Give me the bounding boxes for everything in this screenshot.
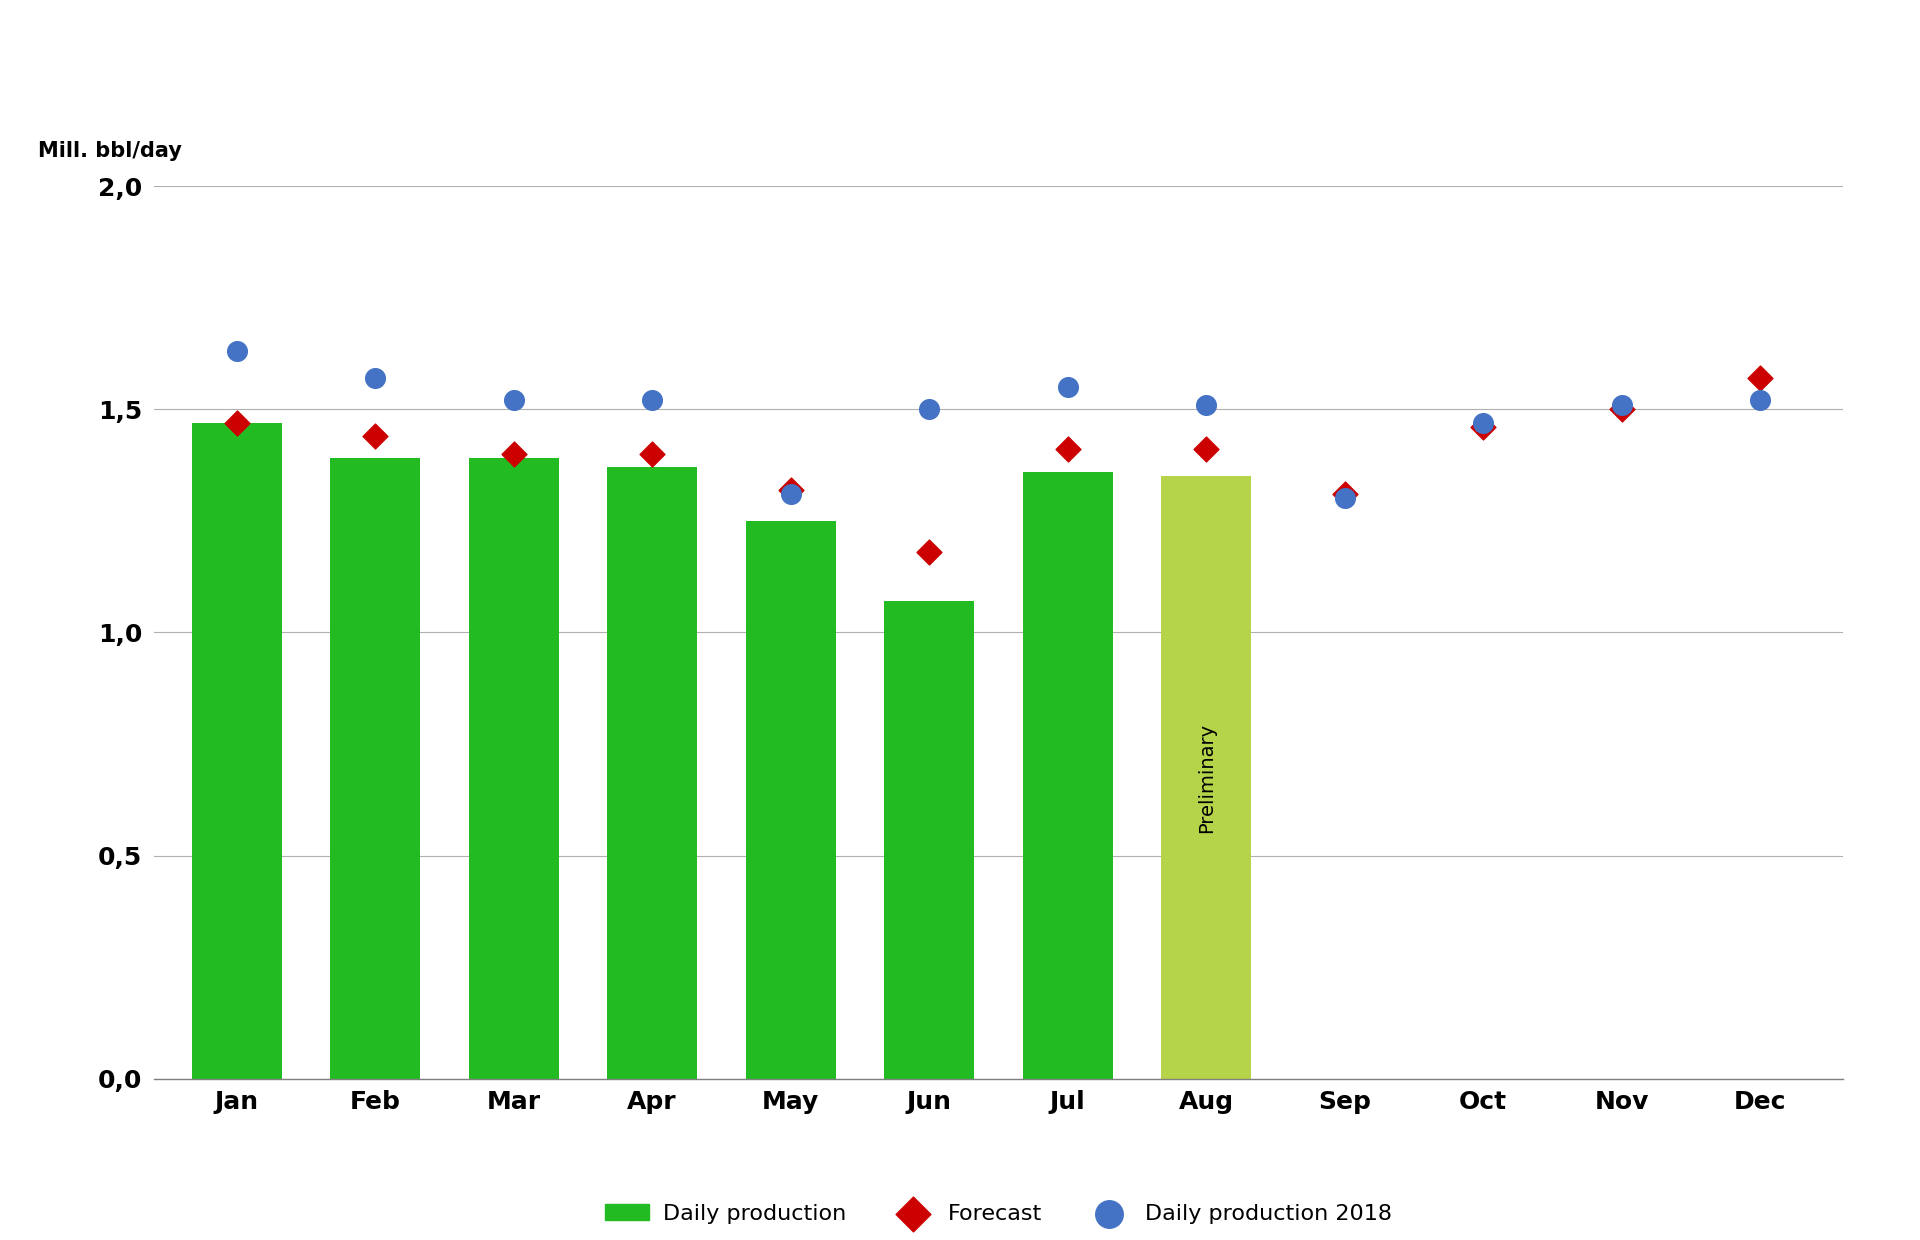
Point [1467, 413, 1498, 433]
Point [914, 399, 945, 419]
Point [359, 368, 390, 388]
Point [221, 413, 252, 433]
Point [1190, 394, 1221, 414]
Point [1052, 439, 1083, 459]
Point [1745, 391, 1776, 410]
Point [1329, 484, 1359, 503]
Point [1745, 368, 1776, 388]
Point [776, 484, 806, 503]
Bar [607, 467, 697, 1079]
Point [637, 444, 668, 464]
Text: Preliminary: Preliminary [1196, 723, 1215, 832]
Point [914, 542, 945, 562]
Point [499, 444, 530, 464]
Point [1190, 439, 1221, 459]
Point [499, 391, 530, 410]
Point [359, 427, 390, 446]
Bar [468, 459, 559, 1079]
Bar [883, 601, 973, 1079]
Bar [330, 459, 420, 1079]
Point [637, 391, 668, 410]
Point [776, 480, 806, 500]
Bar [1023, 471, 1114, 1079]
Bar [192, 423, 282, 1079]
Bar [1162, 476, 1252, 1079]
Point [1052, 377, 1083, 397]
Bar [745, 521, 835, 1079]
Point [1607, 394, 1638, 414]
Text: Mill. bbl/day: Mill. bbl/day [38, 141, 182, 161]
Point [1607, 399, 1638, 419]
Point [1467, 417, 1498, 436]
Point [221, 341, 252, 361]
Point [1329, 489, 1359, 508]
Legend: Daily production, Forecast, Daily production 2018: Daily production, Forecast, Daily produc… [605, 1204, 1392, 1224]
